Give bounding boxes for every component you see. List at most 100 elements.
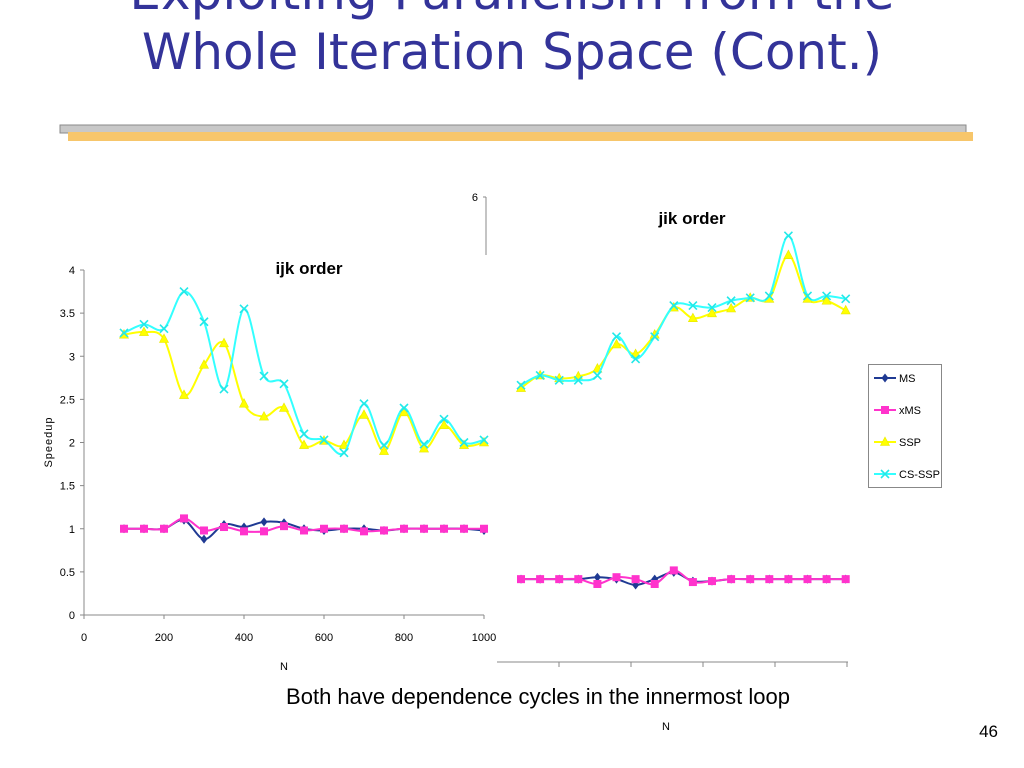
caption: Both have dependence cycles in the inner… — [286, 684, 790, 709]
chart2-point-SSP — [783, 249, 794, 259]
title-rule — [59, 124, 973, 141]
chart2-point-xMS — [746, 575, 755, 584]
chart1-point-SSP — [399, 406, 409, 417]
chart1-point-xMS — [260, 527, 268, 536]
chart1-title: ijk order — [275, 259, 342, 278]
legend-item-CS-SSP: CS-SSP — [874, 469, 940, 481]
chart1-point-SSP — [299, 439, 309, 449]
chart2-point-CS-SSP — [535, 370, 545, 381]
chart2-point-CS-SSP — [554, 375, 564, 385]
chart2-point-xMS — [574, 575, 583, 584]
chart2-point-CS-SSP — [688, 301, 698, 311]
chart1-y-ticks: 0 0.5 1 1.5 2 2.5 3 3.5 4 — [60, 265, 84, 622]
chart1-point-xMS — [120, 524, 128, 533]
chart2-point-xMS — [631, 575, 640, 584]
chart2-point-CS-SSP — [726, 296, 736, 306]
chart-jik: 6 jik order N — [472, 192, 851, 733]
chart2-point-xMS — [555, 575, 564, 584]
chart1-series-xMS — [120, 514, 488, 536]
chart1-point-CS-SSP — [139, 319, 149, 329]
slide-number: 46 — [979, 722, 998, 741]
slide-title-line-2: Whole Iteration Space (Cont.) — [141, 23, 883, 81]
legend-label: xMS — [899, 405, 921, 417]
chart1-point-xMS — [280, 522, 288, 531]
chart1-point-CS-SSP — [419, 439, 429, 449]
chart2-point-xMS — [822, 575, 831, 584]
slide-title-line-1: Exploiting Parallelism from the — [0, 0, 1024, 22]
chart2-point-xMS — [841, 575, 850, 584]
chart2-x-label: N — [662, 721, 670, 733]
chart1-point-CS-SSP — [299, 429, 309, 439]
chart2-point-CS-SSP — [611, 332, 622, 342]
chart2-point-xMS — [765, 575, 774, 584]
slide-title: Exploiting Parallelism from the Whole It… — [0, 0, 1024, 82]
chart1-point-SSP — [359, 409, 369, 419]
chart1-background — [38, 255, 497, 681]
chart1-point-xMS — [140, 524, 148, 533]
chart1-y-tick-label: 4 — [69, 265, 75, 277]
chart1-point-CS-SSP — [279, 379, 289, 389]
chart1-point-xMS — [360, 527, 368, 536]
chart1-point-xMS — [400, 524, 408, 533]
chart1-x-tick-label: 0 — [81, 632, 87, 644]
chart1-point-xMS — [200, 526, 208, 535]
chart2-point-CS-SSP — [841, 294, 851, 304]
chart1-point-xMS — [380, 526, 388, 535]
chart2-point-SSP — [687, 312, 698, 323]
chart1-point-CS-SSP — [379, 440, 389, 450]
chart1-point-xMS — [220, 523, 228, 532]
chart1-point-xMS — [320, 524, 328, 533]
chart1-y-tick-label: 3.5 — [60, 308, 75, 320]
chart1-point-CS-SSP — [119, 328, 129, 338]
chart2-series-CS-SSP — [516, 231, 851, 390]
legend-marker-SSP — [880, 436, 890, 446]
chart1-point-SSP — [219, 337, 229, 348]
chart2-point-CS-SSP — [822, 291, 832, 301]
chart1-point-CS-SSP — [439, 414, 449, 424]
legend-label: CS-SSP — [899, 469, 940, 481]
chart2-point-SSP — [611, 338, 622, 349]
chart1-y-tick-label: 1.5 — [60, 481, 75, 493]
chart2-point-CS-SSP — [592, 370, 602, 381]
chart1-x-tick-label: 400 — [235, 632, 253, 644]
chart2-series-xMS — [517, 566, 850, 588]
chart1-x-tick-label: 800 — [395, 632, 413, 644]
chart1-y-tick-label: 1 — [69, 524, 75, 536]
legend-svg: MS xMS SSP CS-SSP — [874, 373, 940, 481]
legend-item-MS: MS — [874, 373, 916, 385]
chart1-x-tick-label: 600 — [315, 632, 333, 644]
chart2-line-SSP — [520, 254, 847, 389]
title-rule-gold — [68, 132, 973, 141]
chart2-point-xMS — [650, 579, 659, 588]
chart2-point-SSP — [726, 302, 737, 313]
chart2-point-SSP — [707, 307, 717, 318]
chart1-point-xMS — [340, 524, 348, 533]
chart2-point-CS-SSP — [650, 332, 660, 342]
chart1-point-CS-SSP — [339, 448, 349, 458]
chart1-x-ticks: 0 200 400 600 800 1000 — [81, 615, 496, 644]
legend-marker-CS-SSP — [880, 469, 890, 479]
chart1-point-xMS — [160, 524, 168, 533]
chart2-point-CS-SSP — [764, 291, 774, 301]
chart1-point-SSP — [159, 333, 169, 343]
chart1-point-SSP — [179, 389, 189, 399]
chart2-point-SSP — [821, 295, 832, 305]
chart1-point-CS-SSP — [259, 371, 269, 381]
chart1-point-CS-SSP — [459, 437, 469, 448]
chart2-point-CS-SSP — [573, 375, 583, 385]
legend-item-xMS: xMS — [874, 405, 921, 417]
chart2-point-xMS — [727, 575, 736, 584]
chart1-point-CS-SSP — [479, 435, 489, 445]
chart1-y-tick-label: 0 — [69, 610, 75, 622]
legend-marker-xMS — [881, 406, 889, 414]
chart1-y-tick-label: 0.5 — [60, 567, 75, 579]
chart1-point-xMS — [460, 524, 468, 533]
chart1-point-CS-SSP — [359, 399, 369, 409]
chart1-y-tick-label: 2 — [69, 438, 75, 450]
chart1-point-CS-SSP — [159, 324, 169, 334]
chart2-series — [516, 231, 851, 590]
chart1-point-xMS — [240, 527, 248, 536]
chart1-point-xMS — [480, 524, 488, 533]
chart1-point-MS — [200, 534, 208, 544]
chart1-point-xMS — [420, 524, 428, 533]
